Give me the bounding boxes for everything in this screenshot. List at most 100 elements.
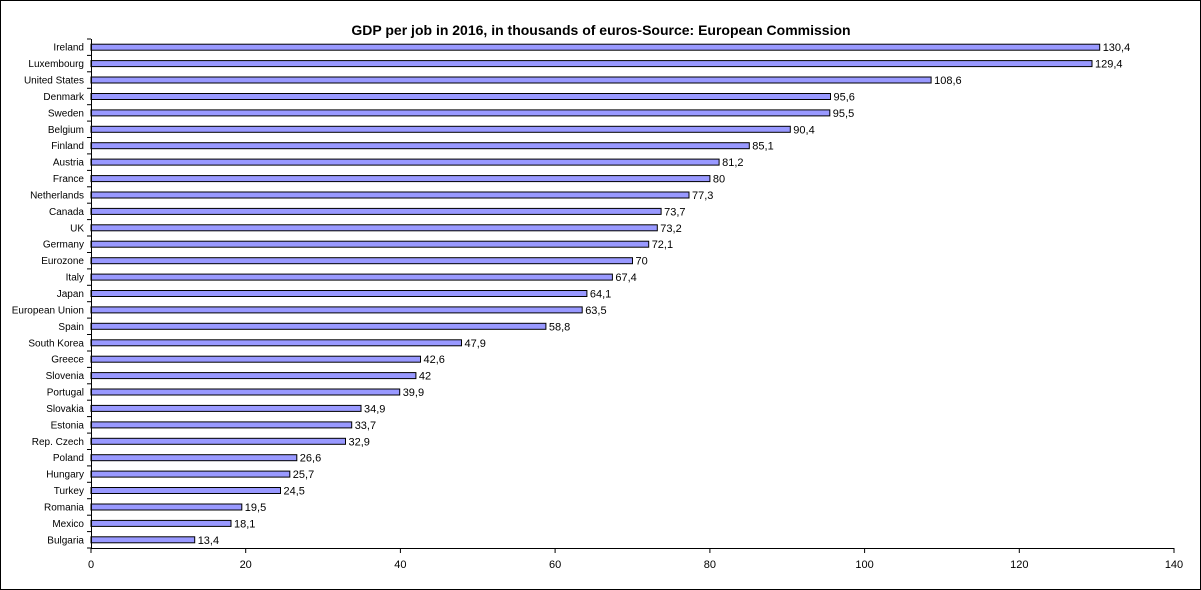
value-label: 32,9 (349, 436, 370, 448)
bar-ireland (91, 44, 1100, 50)
bar-finland (91, 143, 749, 149)
value-label: 39,9 (403, 387, 424, 399)
bar-chart: GDP per job in 2016, in thousands of eur… (1, 1, 1200, 589)
bar-estonia (91, 422, 352, 428)
category-label: Portugal (47, 388, 84, 399)
value-label: 26,6 (300, 453, 321, 465)
x-tick-label: 80 (704, 559, 716, 571)
category-label: Italy (66, 273, 84, 284)
value-label: 70 (636, 256, 648, 268)
category-label: UK (70, 223, 84, 234)
bar-germany (91, 241, 649, 247)
bar-spain (91, 323, 546, 329)
category-label: Poland (53, 453, 84, 464)
category-labels: IrelandLuxembourgUnited StatesDenmarkSwe… (12, 43, 85, 547)
bar-denmark (91, 94, 831, 100)
bar-mexico (91, 520, 231, 526)
x-tick-label: 120 (1010, 559, 1028, 571)
bar-rep-czech (91, 438, 346, 444)
value-label: 95,6 (834, 92, 855, 104)
category-label: Ireland (53, 43, 84, 54)
category-label: Greece (51, 355, 84, 366)
value-label: 77,3 (692, 190, 713, 202)
value-label: 72,1 (652, 239, 673, 251)
bar-united-states (91, 77, 931, 83)
bar-eurozone (91, 258, 633, 264)
category-label: Romania (44, 503, 84, 514)
x-tick-label: 60 (549, 559, 561, 571)
bar-hungary (91, 471, 290, 477)
value-label: 25,7 (293, 469, 314, 481)
category-label: Belgium (48, 125, 84, 136)
bar-bulgaria (91, 537, 195, 543)
x-tick-label: 20 (240, 559, 252, 571)
bar-slovenia (91, 373, 416, 379)
category-label: Slovakia (46, 404, 84, 415)
category-label: Japan (57, 289, 84, 300)
bar-poland (91, 455, 297, 461)
category-label: Turkey (54, 486, 84, 497)
value-label: 108,6 (934, 75, 962, 87)
bar-greece (91, 356, 421, 362)
chart-frame: GDP per job in 2016, in thousands of eur… (0, 0, 1201, 590)
value-label: 95,5 (833, 108, 854, 120)
category-label: Slovenia (46, 371, 85, 382)
value-label: 64,1 (590, 289, 611, 301)
chart-title: GDP per job in 2016, in thousands of eur… (351, 22, 850, 38)
category-label: Rep. Czech (32, 437, 84, 448)
x-tick-label: 0 (88, 559, 94, 571)
bar-luxembourg (91, 61, 1092, 67)
x-tick-label: 40 (394, 559, 406, 571)
category-label: Bulgaria (47, 535, 84, 546)
category-label: South Korea (28, 338, 84, 349)
bar-netherlands (91, 192, 689, 198)
value-label: 58,8 (549, 321, 570, 333)
value-label: 47,9 (465, 338, 486, 350)
bar-japan (91, 291, 587, 297)
value-label: 90,4 (793, 124, 814, 136)
bar-slovakia (91, 405, 361, 411)
value-label: 130,4 (1103, 42, 1131, 54)
category-label: Denmark (43, 92, 85, 103)
value-label: 85,1 (752, 141, 773, 153)
value-label: 13,4 (198, 535, 219, 547)
category-label: Hungary (46, 470, 84, 481)
category-label: Mexico (52, 519, 84, 530)
value-label: 67,4 (615, 272, 636, 284)
value-label: 81,2 (722, 157, 743, 169)
value-label: 42 (419, 371, 431, 383)
bar-italy (91, 274, 612, 280)
value-label: 18,1 (234, 518, 255, 530)
bar-turkey (91, 488, 281, 494)
bar-sweden (91, 110, 830, 116)
bar-portugal (91, 389, 400, 395)
value-label: 24,5 (284, 486, 305, 498)
x-tick-label: 140 (1165, 559, 1183, 571)
value-label: 73,7 (664, 206, 685, 218)
category-label: France (53, 174, 85, 185)
category-label: Austria (53, 158, 85, 169)
value-label: 19,5 (245, 502, 266, 514)
category-label: Eurozone (41, 256, 84, 267)
category-label: United States (24, 76, 84, 87)
bar-south-korea (91, 340, 462, 346)
category-label: European Union (12, 305, 84, 316)
bar-france (91, 176, 710, 182)
value-label: 34,9 (364, 403, 385, 415)
bar-uk (91, 225, 657, 231)
value-label: 80 (713, 174, 725, 186)
value-label: 129,4 (1095, 59, 1123, 71)
bar-canada (91, 208, 661, 214)
category-label: Spain (58, 322, 84, 333)
bar-romania (91, 504, 242, 510)
value-label: 63,5 (585, 305, 606, 317)
category-label: Canada (49, 207, 84, 218)
category-label: Finland (51, 141, 84, 152)
bar-austria (91, 159, 719, 165)
category-label: Sweden (48, 108, 84, 119)
bar-european-union (91, 307, 582, 313)
category-label: Estonia (51, 420, 85, 431)
x-tick-label: 100 (855, 559, 873, 571)
category-label: Germany (43, 240, 84, 251)
value-label: 42,6 (424, 354, 445, 366)
